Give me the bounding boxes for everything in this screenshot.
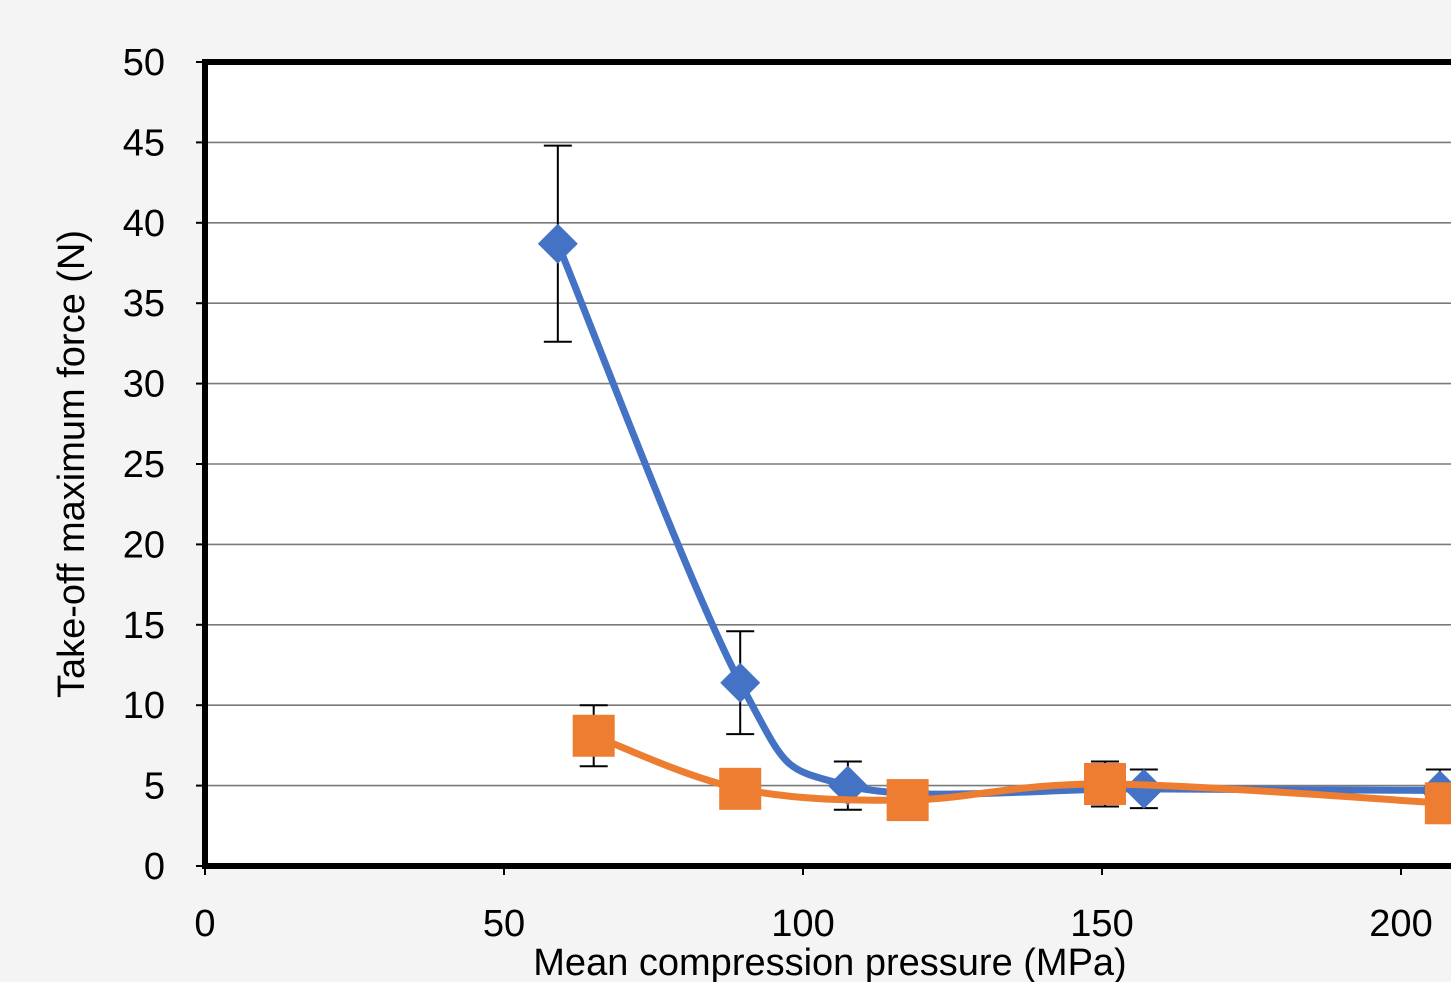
data-point-diamond (1123, 768, 1164, 809)
y-tick-label: 10 (123, 685, 165, 727)
data-point-square (1083, 762, 1126, 805)
y-tick-label: 45 (123, 122, 165, 164)
plot-frame (202, 59, 1451, 869)
y-tick-label: 40 (123, 203, 165, 245)
x-tick-label: 150 (1070, 903, 1133, 945)
x-tick-label: 50 (483, 903, 525, 945)
y-axis: 0 5 10 15 20 25 30 35 40 45 50 (123, 42, 205, 888)
data-point-square (572, 714, 615, 757)
x-tick-label: 100 (771, 903, 834, 945)
data-point-diamond (537, 223, 578, 264)
y-tick-label: 30 (123, 364, 165, 406)
y-tick-label: 25 (123, 444, 165, 486)
y-tick-label: 0 (144, 846, 165, 888)
series-line (590, 732, 1450, 807)
x-tick-label: 0 (194, 903, 215, 945)
data-point-square (719, 767, 762, 810)
x-tick-label: 200 (1369, 903, 1432, 945)
y-axis-title: Take-off maximum force (N) (51, 230, 93, 698)
y-tick-label: 15 (123, 605, 165, 647)
y-tick-label: 35 (123, 283, 165, 325)
data-point-diamond (827, 765, 868, 806)
y-tick-label: 20 (123, 524, 165, 566)
y-tick-label: 50 (123, 42, 165, 84)
y-tick-label: 5 (144, 766, 165, 808)
x-axis: 050100150200250 (194, 866, 1433, 945)
plot-border (202, 59, 1451, 869)
data-point-square (1424, 782, 1451, 825)
series-group (537, 144, 1451, 825)
x-axis-title: Mean compression pressure (MPa) (533, 942, 1126, 982)
data-point-diamond (720, 662, 761, 703)
series-2 (572, 704, 1451, 825)
data-point-square (886, 779, 929, 822)
